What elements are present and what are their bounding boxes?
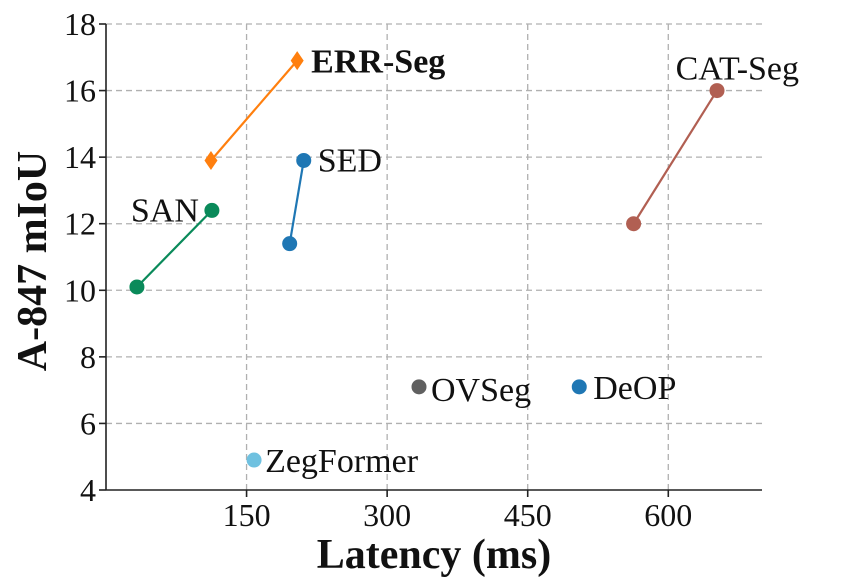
data-point-err-seg [204,150,218,170]
series-cat-seg: CAT-Seg [626,51,799,232]
series-sed: SED [282,142,382,252]
series-label-cat-seg: CAT-Seg [676,51,799,88]
grid-lines [106,23,762,490]
y-tick-label: 10 [64,272,96,308]
axes [105,24,762,491]
y-tick-label: 8 [80,339,96,375]
series-line-err-seg [210,59,299,162]
series-label-san: SAN [131,192,199,229]
data-point-cat-seg [709,83,725,99]
data-point-ovseg [411,379,427,395]
tick-labels: 4 6 8 10 12 14 16 18 150 300 450 600 [64,6,692,533]
series-zegformer: ZegFormer [246,443,419,480]
series-label-ovseg: OVSeg [431,372,531,409]
data-point-sed [282,236,298,252]
data-point-deop [571,379,587,395]
series-san: SAN [129,192,220,295]
series-label-zegformer: ZegFormer [265,443,419,480]
y-tick-label: 12 [64,206,96,242]
x-tick-label: 150 [223,497,271,533]
y-tick-label: 16 [64,73,96,109]
series-line-san [136,209,213,288]
series-label-deop: DeOP [593,370,676,407]
series-line-cat-seg [632,89,718,225]
data-point-san [129,279,145,295]
data-point-cat-seg [626,216,642,232]
series-ovseg: OVSeg [411,372,531,409]
data-point-sed [296,152,312,168]
series-err-seg: ERR-Seg [204,44,445,170]
x-tick-label: 600 [644,497,692,533]
data-point-zegformer [246,452,262,468]
x-axis-title: Latency (ms) [317,532,551,578]
y-tick-label: 6 [80,405,96,441]
series-line-sed [288,160,305,244]
series-label-err-seg: ERR-Seg [311,44,445,81]
x-tick-label: 300 [363,497,411,533]
data-point-err-seg [290,51,304,71]
y-tick-label: 18 [64,6,96,42]
y-axis-title: A-847 mIoU [10,151,56,371]
x-tick-label: 450 [504,497,552,533]
series-label-sed: SED [318,142,382,179]
y-tick-label: 14 [64,139,96,175]
y-tick-label: 4 [80,472,96,508]
data-point-san [204,202,220,218]
series-deop: DeOP [571,370,676,407]
data-series: ERR-Seg CAT-Seg SED SAN OVSeg DeOP ZegFormer [129,44,799,480]
